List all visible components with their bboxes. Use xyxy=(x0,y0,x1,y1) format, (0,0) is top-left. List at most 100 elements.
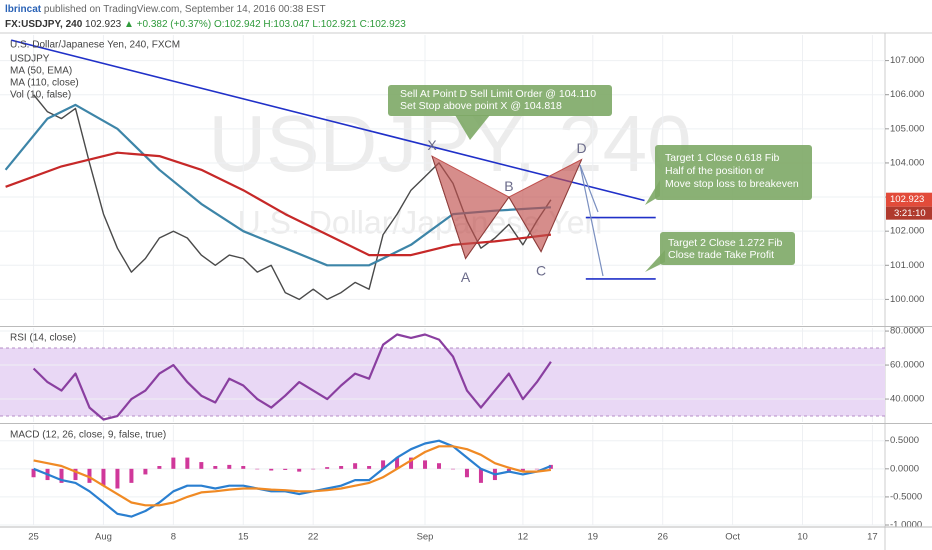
histogram-bar xyxy=(241,466,246,469)
change: ▲ +0.382 (+0.37%) xyxy=(124,19,211,30)
legend-entry: MA (110, close) xyxy=(10,78,79,89)
histogram-bar xyxy=(157,466,162,469)
callout-pointer xyxy=(455,115,490,140)
histogram-bar xyxy=(73,468,78,481)
rsi-band xyxy=(0,348,885,417)
callout-text: Target 2 Close 1.272 Fib xyxy=(668,237,783,249)
series-line xyxy=(32,333,552,421)
pattern-label: B xyxy=(504,178,513,194)
histogram-bar xyxy=(339,466,344,469)
x-tick-label: 22 xyxy=(308,532,319,543)
y-tick-label: 102.000 xyxy=(890,226,924,237)
price: 102.923 xyxy=(85,19,122,30)
trendline xyxy=(10,39,645,202)
histogram-bar xyxy=(87,468,92,483)
panel-title: U.S. Dollar/Japanese Yen, 240, FXCM xyxy=(10,40,180,51)
symbol: FX:USDJPY, 240 xyxy=(5,19,83,30)
x-tick-label: 25 xyxy=(28,532,39,543)
series-line xyxy=(5,151,552,257)
histogram-bar xyxy=(464,468,469,478)
histogram-bar xyxy=(171,457,176,469)
histogram-bar xyxy=(283,468,288,470)
legend-entry: USDJPY xyxy=(10,54,50,65)
histogram-bar xyxy=(381,460,386,469)
legend-entry: Vol (10, false) xyxy=(10,90,71,101)
quote: FX:USDJPY, 240 102.923 ▲ +0.382 (+0.37%)… xyxy=(5,19,406,30)
histogram-bar xyxy=(115,468,120,489)
x-tick-label: 17 xyxy=(867,532,878,543)
price-tag xyxy=(886,192,932,207)
histogram-bar xyxy=(437,463,442,469)
pattern-label: X xyxy=(427,137,437,153)
published: published on TradingView.com, September … xyxy=(44,4,326,15)
histogram-bar xyxy=(269,468,274,471)
histogram-bar xyxy=(534,468,539,470)
legend-entry: MA (50, EMA) xyxy=(10,66,72,77)
y-tick-label: 101.000 xyxy=(890,260,924,271)
y-tick-label: 60.0000 xyxy=(890,360,924,371)
histogram-bar xyxy=(143,468,148,475)
pattern-line xyxy=(431,155,583,260)
callout-text: Half of the position or xyxy=(665,165,765,177)
y-tick-label: -1.0000 xyxy=(890,520,922,531)
pattern-label: A xyxy=(461,269,471,285)
panel-title: MACD (12, 26, close, 9, false, true) xyxy=(10,430,166,441)
callout-text: Set Stop above point X @ 104.818 xyxy=(400,100,562,112)
histogram-bar xyxy=(31,468,36,478)
y-tick-label: 104.000 xyxy=(890,157,924,168)
countdown-tag xyxy=(886,206,932,220)
histogram-bar xyxy=(59,468,64,483)
callout-text: Sell At Point D Sell Limit Order @ 104.1… xyxy=(400,88,596,100)
y-tick-label: 106.000 xyxy=(890,89,924,100)
callout-text: Target 1 Close 0.618 Fib xyxy=(665,152,780,164)
histogram-bar xyxy=(199,462,204,469)
header: lbrincat published on TradingView.com, S… xyxy=(5,4,326,15)
y-tick-label: 80.0000 xyxy=(890,326,924,337)
histogram-bar xyxy=(520,468,525,472)
series-line xyxy=(33,445,552,507)
y-tick-label: 0.5000 xyxy=(890,435,919,446)
author[interactable]: lbrincat xyxy=(5,4,42,15)
callout-text: Close trade Take Profit xyxy=(668,249,774,261)
plot: X A B C D xyxy=(0,35,932,526)
callout xyxy=(388,85,612,116)
pattern-label: D xyxy=(577,140,587,156)
callouts: Sell At Point D Sell Limit Order @ 104.1… xyxy=(388,85,812,277)
histogram-bar xyxy=(311,468,316,470)
series-line xyxy=(4,103,551,267)
y-tick-label: 0.0000 xyxy=(890,463,919,474)
histogram-bar xyxy=(213,466,218,469)
x-tick-label: Oct xyxy=(725,532,740,543)
x-tick-label: 19 xyxy=(588,532,599,543)
x-tick-label: Sep xyxy=(417,532,434,543)
y-tick-label: 100.000 xyxy=(890,294,924,305)
histogram-bar xyxy=(423,460,428,469)
histogram-bar xyxy=(353,463,358,469)
arrow xyxy=(579,164,604,277)
histogram-bar xyxy=(297,468,302,472)
ohlc: O:102.942 H:103.047 L:102.921 C:102.923 xyxy=(214,19,406,30)
callout-text: Move stop loss to breakeven xyxy=(665,178,799,190)
histogram-bar xyxy=(129,468,134,483)
histogram-bar xyxy=(395,457,400,469)
y-tick-label: 105.000 xyxy=(890,123,924,134)
callout xyxy=(660,232,795,265)
x-tick-label: 10 xyxy=(797,532,808,543)
arrow xyxy=(579,164,599,213)
x-tick-label: 26 xyxy=(657,532,668,543)
histogram-bar xyxy=(409,457,414,469)
countdown: 3:21:10 xyxy=(894,208,926,219)
histogram-bar xyxy=(478,468,483,483)
histogram-bar xyxy=(367,466,372,469)
histogram-bar xyxy=(185,457,190,469)
callout xyxy=(655,145,812,200)
histogram-bar xyxy=(227,464,232,469)
series-line xyxy=(33,439,552,518)
histogram-bar xyxy=(450,468,455,470)
x-tick-label: 12 xyxy=(518,532,529,543)
panel-title: RSI (14, close) xyxy=(10,333,76,344)
histogram-bar xyxy=(255,468,260,470)
histogram-bar xyxy=(101,468,106,486)
x-tick-label: 8 xyxy=(171,532,176,543)
